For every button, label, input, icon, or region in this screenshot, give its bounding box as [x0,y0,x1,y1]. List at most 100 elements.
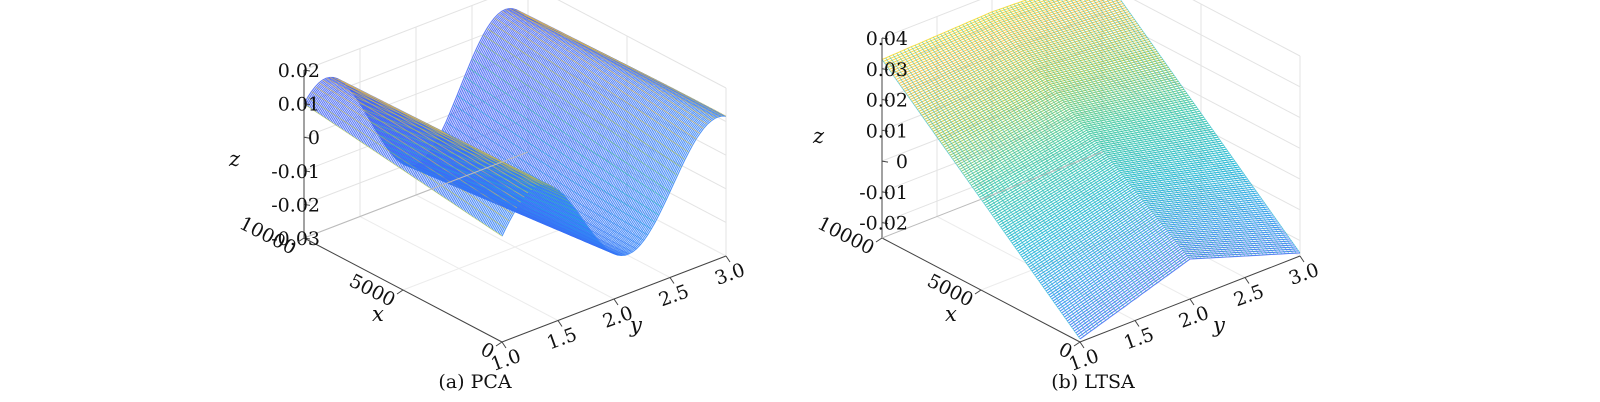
surface-line [1042,0,1239,257]
z-tick [881,160,889,163]
surface [881,0,1301,340]
y-axis-label: y [1212,313,1226,337]
surface-line [965,22,1165,278]
surface-line [453,104,652,230]
surface-line [527,18,727,117]
grid-line [415,194,615,300]
surface-line [464,76,663,208]
z-tick [881,37,889,40]
surface-line [903,49,1103,324]
z-ticks: -0.03 -0.02 -0.01 0 0.01 0.02 [271,60,320,250]
grid-line [359,216,559,321]
surface-line [501,10,701,134]
y-tick-label: 1.5 [544,323,580,354]
z-tick [303,237,311,240]
surface-line [352,92,551,187]
z-tick-label: 0 [308,127,320,149]
surface-line [1074,0,1264,256]
surface-line [1056,0,1250,257]
surface-line [1047,0,1242,257]
surface-line [951,29,1151,289]
z-tick-label: -0.02 [859,213,908,235]
surface-line [954,27,1154,286]
x-axis-label: x [372,302,384,326]
surface-line [932,37,1132,302]
surface-line [363,109,562,194]
surface-line [1070,0,1261,256]
y-tick-label: 3.0 [1286,259,1322,290]
surface-line [1111,0,1294,254]
surface-line [969,21,1169,276]
surface-line [427,155,626,256]
caption-pca: (a) PCA [438,371,512,393]
surface-line [1033,0,1231,258]
z-tick [881,99,889,102]
y-tick-label: 2.5 [1231,280,1267,311]
z-tick-label: 0.01 [278,94,320,116]
surface-line [456,95,656,223]
surface-line [479,42,678,176]
surface-line [468,67,667,200]
surface-line [430,150,630,255]
z-ticks: -0.02 -0.01 0 0.01 0.02 0.03 0.04 [859,28,908,235]
surface-line [984,14,1184,265]
y-tick-label: 3.0 [712,259,748,290]
surface-line [1024,0,1224,258]
y-tick [1134,320,1140,327]
surface-line [1006,6,1206,259]
surface-line [482,34,682,168]
z-tick [303,69,311,72]
z-tick [881,68,889,71]
z-tick-label: -0.03 [271,228,320,250]
surface-line [918,43,1118,313]
z-tick [303,103,311,106]
y-tick [1244,277,1250,284]
surface-line [991,11,1191,260]
surface-line [1013,3,1213,259]
surface-line [998,9,1198,259]
surface-line [976,18,1176,270]
surface-line [885,57,1085,337]
surface-line [914,45,1114,316]
surface-line [929,38,1129,305]
surface-line [1079,0,1268,255]
y-tick [501,341,507,349]
surface-line [475,49,674,184]
surface-line [486,28,686,160]
surface-line [1051,0,1246,257]
axis-edge [303,151,529,239]
surface-line [497,13,697,140]
surface-line [505,9,704,129]
surface-line [303,103,503,237]
surface-line [397,159,596,238]
surface-line [445,121,645,241]
surface-line [307,96,506,229]
caption-ltsa: (b) LTSA [1051,371,1135,393]
surface-line [995,10,1195,260]
surface-line [925,40,1125,308]
surface-line [1065,0,1257,256]
x-tick [974,289,982,295]
grid-line [881,0,981,39]
surface-line [888,56,1088,334]
z-tick-label: 0 [896,151,908,173]
surface-line [1002,7,1202,259]
axis-edge [881,151,1103,239]
y-tick-label: 1.5 [1121,323,1157,354]
surface-line [1038,0,1235,257]
surface-line [896,52,1096,329]
surface-line [892,54,1092,332]
surface [303,8,727,257]
surface-line [1097,0,1283,255]
surface-line [1088,0,1275,255]
surface-line [419,162,618,256]
x-tick-label: 10000 [236,212,300,259]
z-tick-label: 0.02 [278,60,320,82]
z-tick [881,222,889,225]
surface-line [341,80,540,186]
surface-line [509,8,708,125]
